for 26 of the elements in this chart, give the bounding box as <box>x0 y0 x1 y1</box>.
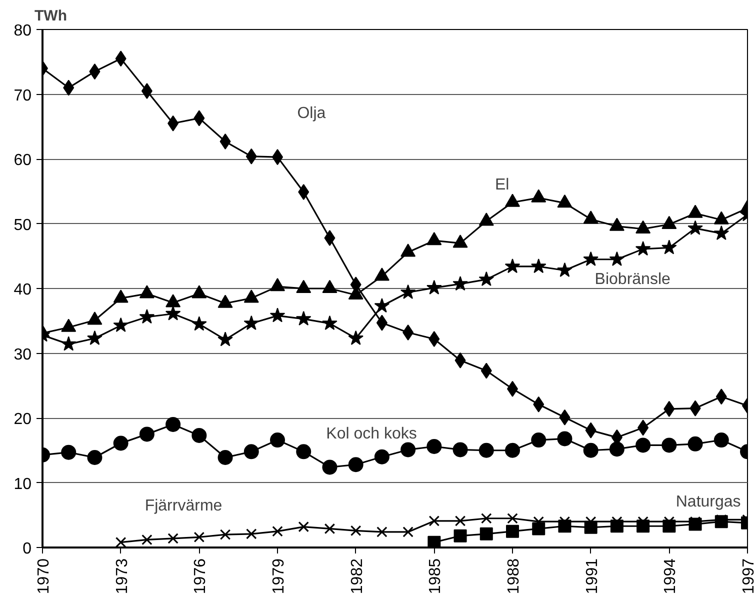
y-tick-label: 0 <box>22 540 32 558</box>
x-tick-label: 1994 <box>662 558 680 594</box>
x-tick-label: 1985 <box>427 558 444 594</box>
x-tick-label: 1979 <box>270 558 288 594</box>
y-tick-label: 10 <box>14 476 32 493</box>
y-tick-label: 70 <box>14 87 32 104</box>
y-tick-label: 50 <box>14 216 32 234</box>
x-tick-label: 1988 <box>506 558 522 594</box>
text: Olja <box>297 105 326 122</box>
series-label: El <box>494 176 510 194</box>
series-label: Naturgas <box>676 494 741 511</box>
series-label: Biobränsle <box>594 270 671 288</box>
y-tick-label: 20 <box>14 411 32 428</box>
x-tick-label: 1976 <box>192 558 210 594</box>
x-tick-label: 1982 <box>348 558 366 594</box>
x-tick-label: 1991 <box>584 558 601 594</box>
x-tick-label: 1970 <box>36 558 52 594</box>
y-axis-title: TWh <box>34 8 67 24</box>
x-tick-label: 1997 <box>740 558 755 594</box>
y-tick-label: 30 <box>14 346 32 364</box>
series-label: Kol och koks <box>326 426 417 443</box>
y-tick-label: 40 <box>14 282 32 298</box>
series-label: Fjärrvärme <box>144 498 222 515</box>
y-tick-label: 80 <box>14 22 32 40</box>
y-tick-label: 60 <box>14 152 32 169</box>
x-tick-label: 1973 <box>114 558 131 594</box>
